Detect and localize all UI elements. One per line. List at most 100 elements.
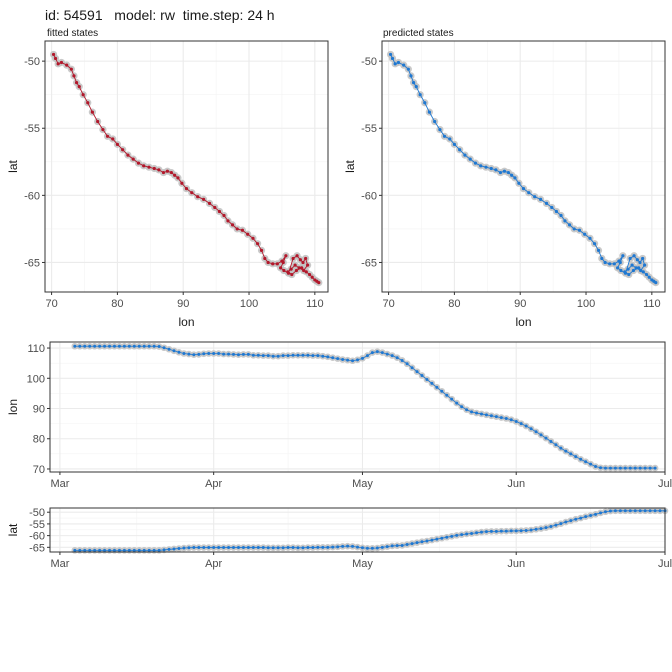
state-point [111, 137, 115, 141]
series-point [648, 509, 652, 513]
series-point [643, 509, 647, 513]
x-tick-label: May [352, 478, 373, 490]
series-point [227, 546, 231, 550]
series-point [594, 465, 598, 469]
x-tick-label: 90 [514, 298, 526, 310]
state-point [577, 228, 582, 232]
series-point [256, 546, 260, 550]
state-point [506, 170, 510, 175]
state-point [647, 275, 651, 279]
series-point [390, 354, 394, 358]
state-point [165, 169, 170, 173]
series-point [395, 544, 399, 548]
series-point [405, 543, 409, 547]
state-point [608, 262, 612, 266]
series-point [450, 534, 454, 538]
state-point [281, 260, 285, 265]
series-point [554, 443, 558, 447]
series-point [380, 545, 384, 549]
series-point [638, 466, 642, 470]
state-point [59, 60, 64, 65]
state-point [202, 197, 206, 201]
series-point [246, 352, 250, 356]
series-point [603, 510, 607, 514]
series-point [499, 529, 503, 533]
series-point [435, 385, 439, 389]
state-point [51, 52, 56, 57]
x-tick-label: 70 [45, 298, 57, 310]
series-point [559, 522, 563, 526]
series-point [529, 528, 533, 532]
series-point [98, 548, 102, 552]
state-point [603, 260, 607, 265]
series-point [246, 546, 250, 550]
state-point [304, 270, 308, 274]
state-point [72, 74, 76, 78]
state-point [105, 134, 110, 138]
state-point [136, 161, 141, 165]
series-point [479, 530, 483, 534]
series-point [152, 344, 156, 348]
series-point [326, 355, 330, 359]
state-point [298, 258, 302, 262]
state-point [196, 195, 200, 199]
state-point [396, 60, 401, 65]
series-point [306, 353, 310, 357]
series-point [132, 344, 136, 348]
series-point [599, 511, 603, 515]
series-point [524, 528, 528, 532]
series-point [296, 353, 300, 357]
series-point [564, 520, 568, 524]
state-point [463, 153, 467, 157]
series-point [271, 354, 275, 358]
state-point [246, 232, 250, 236]
panel-border [49, 507, 666, 553]
state-point [161, 170, 166, 175]
state-point [517, 181, 521, 185]
series-point [78, 344, 82, 348]
series-point [365, 546, 369, 550]
state-point [458, 148, 462, 152]
series-point [440, 389, 444, 393]
series-point [554, 523, 558, 527]
state-point [484, 165, 488, 169]
state-point [180, 181, 184, 185]
series-point [425, 539, 429, 543]
series-point [286, 546, 290, 550]
state-point [418, 93, 422, 97]
series-point [420, 374, 424, 378]
state-point [654, 281, 658, 285]
series-point [222, 546, 226, 550]
series-point [529, 427, 533, 431]
x-tick-label: 110 [643, 298, 661, 310]
state-point [279, 266, 283, 270]
series-point [142, 548, 146, 552]
series-point [127, 548, 131, 552]
state-point [169, 170, 173, 175]
panel-subtitle: predicted states [383, 28, 454, 39]
series-point [519, 529, 523, 533]
series-point [519, 422, 523, 426]
series-point [172, 547, 176, 551]
x-tick-label: 80 [111, 298, 123, 310]
state-point [297, 266, 301, 270]
series-point [306, 546, 310, 550]
state-point [275, 262, 279, 266]
state-point [301, 260, 305, 265]
series-point [341, 358, 345, 362]
series-point [509, 529, 513, 533]
series-point [207, 546, 211, 550]
series-point [549, 439, 553, 443]
state-point [468, 157, 472, 161]
state-point [544, 201, 549, 206]
series-point [326, 545, 330, 549]
series-point [643, 466, 647, 470]
series-point [177, 350, 181, 354]
series-point [88, 344, 92, 348]
state-point [510, 173, 514, 177]
state-point [635, 258, 639, 262]
state-point [630, 263, 634, 267]
series-point [83, 344, 87, 348]
state-point [271, 262, 275, 266]
state-point [596, 248, 601, 252]
